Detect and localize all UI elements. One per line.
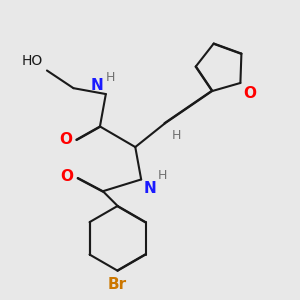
Text: H: H <box>106 71 115 84</box>
Text: H: H <box>158 169 167 182</box>
Text: HO: HO <box>21 54 43 68</box>
Text: Br: Br <box>108 277 127 292</box>
Text: N: N <box>144 181 157 196</box>
Text: N: N <box>90 78 103 93</box>
Text: O: O <box>60 169 74 184</box>
Text: O: O <box>243 86 256 101</box>
Text: H: H <box>172 129 182 142</box>
Text: O: O <box>59 132 72 147</box>
